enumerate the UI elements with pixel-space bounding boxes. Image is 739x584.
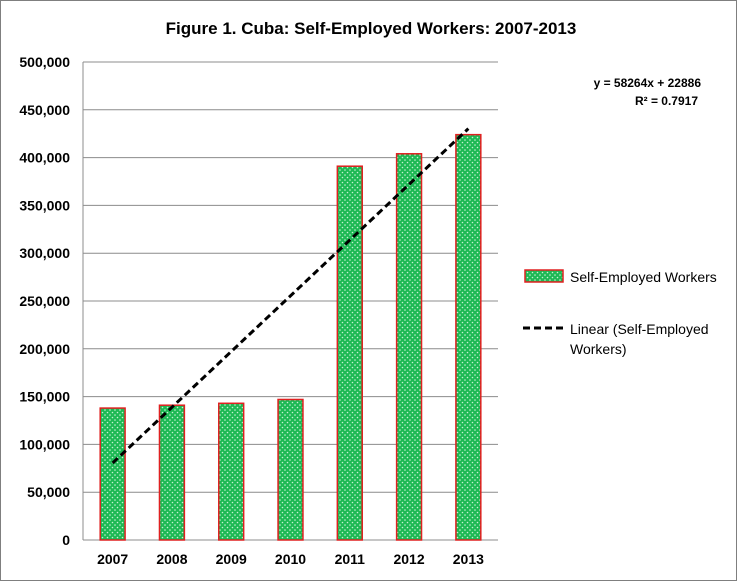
legend-label-series: Self-Employed Workers	[570, 269, 717, 285]
x-tick-label: 2011	[335, 551, 366, 567]
x-tick-label: 2012	[393, 551, 424, 567]
bar-2011	[336, 165, 363, 541]
y-tick-label: 100,000	[19, 436, 70, 452]
chart-title: Figure 1. Cuba: Self-Employed Workers: 2…	[166, 19, 577, 38]
y-tick-label: 300,000	[19, 245, 70, 261]
y-tick-label: 50,000	[27, 484, 70, 500]
bar-2010	[277, 398, 304, 541]
trend-equation: y = 58264x + 22886	[594, 76, 702, 90]
y-tick-label: 500,000	[19, 54, 70, 70]
trend-r-squared: R² = 0.7917	[635, 94, 698, 108]
y-tick-label: 350,000	[19, 197, 70, 213]
x-tick-label: 2008	[156, 551, 187, 567]
x-tick-label: 2010	[275, 551, 306, 567]
trendline	[111, 127, 470, 465]
legend-swatch-bar	[524, 269, 564, 283]
bar-2008	[158, 404, 186, 541]
y-tick-label: 150,000	[19, 389, 70, 405]
legend-label-trend: Linear (Self-Employed Workers)	[570, 321, 709, 357]
y-tick-label: 0	[62, 532, 70, 548]
y-tick-label: 400,000	[19, 150, 70, 166]
x-tick-label: 2013	[453, 551, 484, 567]
y-tick-label: 200,000	[19, 341, 70, 357]
bar-2012	[395, 153, 423, 541]
y-tick-label: 450,000	[19, 102, 70, 118]
bar-2007	[99, 407, 126, 541]
bar-2013	[455, 133, 482, 541]
x-tick-label: 2007	[97, 551, 128, 567]
y-tick-label: 250,000	[19, 293, 70, 309]
bar-2009	[218, 402, 245, 541]
x-tick-label: 2009	[216, 551, 247, 567]
